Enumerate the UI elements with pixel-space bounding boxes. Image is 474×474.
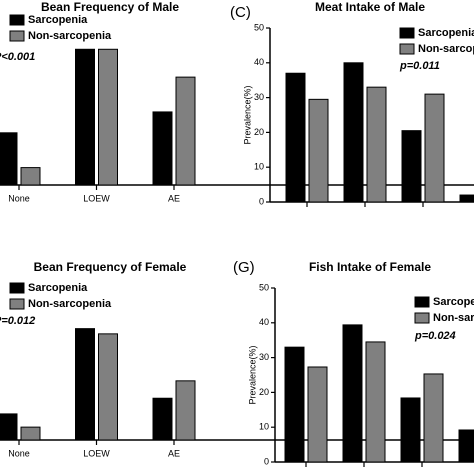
y-tick-label: 50	[254, 22, 264, 32]
panel-label: (G)	[233, 259, 255, 276]
bar	[307, 366, 328, 463]
legend-swatch	[414, 312, 430, 324]
bar	[20, 426, 41, 441]
annotation: p=0.011	[399, 60, 440, 72]
chart-title: Bean Frequency of Male	[41, 0, 179, 14]
bar	[175, 76, 196, 186]
bar	[423, 373, 444, 463]
x-tick-label: AE	[168, 193, 180, 203]
legend-label: Sarcopenia	[28, 282, 88, 294]
y-tick-label: 0	[264, 456, 269, 466]
bar	[365, 341, 386, 463]
x-tick-label: LOEW	[83, 448, 110, 458]
annotation: P=0.012	[0, 315, 35, 327]
y-tick-label: 20	[259, 387, 269, 397]
bar	[459, 194, 474, 203]
bar	[75, 48, 95, 186]
bar	[152, 111, 173, 186]
legend-label: Non-sarcopenia	[28, 30, 112, 42]
bar	[98, 333, 118, 441]
bar	[0, 413, 18, 441]
bar	[98, 48, 118, 186]
y-tick-label: 20	[254, 127, 264, 137]
bar	[308, 98, 329, 203]
bar	[75, 328, 95, 441]
legend-label: Non-sarcopenia	[433, 312, 474, 324]
bar	[458, 429, 474, 463]
y-tick-label: 0	[259, 196, 264, 206]
bar	[284, 346, 305, 463]
x-tick-label: None	[8, 193, 30, 203]
x-tick-label: AE	[168, 448, 180, 458]
y-tick-label: 10	[259, 422, 269, 432]
x-tick-label: None	[8, 448, 30, 458]
legend-swatch	[9, 282, 25, 294]
legend-swatch	[9, 298, 25, 310]
annotation: p=0.024	[414, 330, 456, 342]
chart-title: Fish Intake of Female	[309, 260, 431, 274]
legend-label: Sarcopenia	[433, 296, 474, 308]
legend-label: Sarcopenia	[418, 27, 474, 39]
bar	[343, 62, 364, 203]
bar	[424, 93, 445, 203]
chart-title: Bean Frequency of Female	[34, 260, 187, 274]
bar	[20, 167, 41, 186]
legend-label: Non-sarcopenia	[418, 43, 474, 55]
panel-label: (C)	[230, 4, 251, 21]
y-axis-label: Prevalence(%)	[242, 85, 252, 144]
legend-label: Non-sarcopenia	[28, 298, 112, 310]
legend-swatch	[9, 14, 25, 26]
chart-title: Meat Intake of Male	[315, 0, 425, 14]
legend-swatch	[414, 296, 430, 308]
legend-label: Sarcopenia	[28, 14, 88, 26]
legend-swatch	[399, 43, 415, 55]
bar	[401, 130, 422, 203]
x-tick-label: LOEW	[83, 193, 110, 203]
y-tick-label: 50	[259, 282, 269, 292]
bar	[0, 132, 18, 186]
bar	[366, 86, 387, 203]
bar	[342, 324, 363, 463]
bar	[285, 72, 306, 203]
legend-swatch	[9, 30, 25, 42]
bar	[400, 397, 421, 463]
y-tick-label: 30	[259, 352, 269, 362]
y-tick-label: 30	[254, 92, 264, 102]
y-tick-label: 40	[254, 57, 264, 67]
legend-swatch	[399, 27, 415, 39]
bar	[175, 380, 196, 441]
bar	[152, 397, 173, 441]
annotation: P<0.001	[0, 51, 35, 63]
y-axis-label: Prevalence(%)	[247, 345, 257, 404]
y-tick-label: 10	[254, 162, 264, 172]
y-tick-label: 40	[259, 317, 269, 327]
